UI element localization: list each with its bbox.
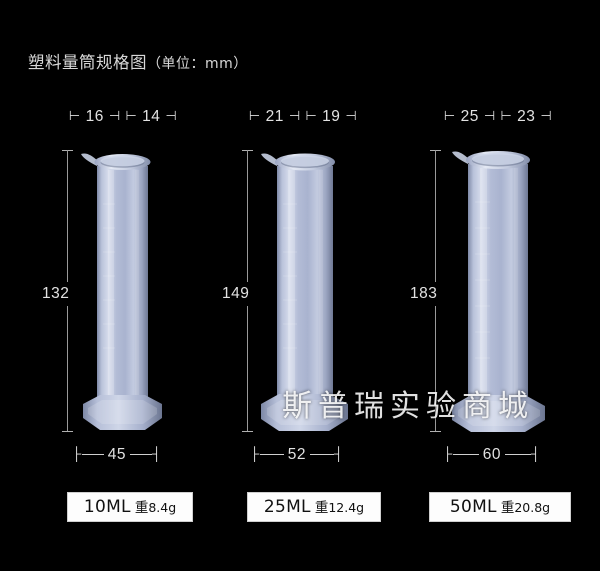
base-width-value-25ml: 52 — [287, 446, 306, 463]
product-group-50ml: ⊢ 25 ⊣ ⊢ 23 ⊣ 183 — [368, 0, 588, 571]
height-cap-bottom-10ml — [62, 431, 73, 432]
inner-diameter-dimension-25ml: ⊢ 19 ⊣ — [305, 108, 358, 126]
dim-rule-left — [452, 454, 479, 456]
cylinder-illustration-10ml — [81, 153, 162, 430]
top-dimensions-50ml: ⊢ 25 ⊣ ⊢ 23 ⊣ — [418, 108, 578, 126]
top-dimensions-25ml: ⊢ 21 ⊣ ⊢ 19 ⊣ — [223, 108, 383, 126]
dim-cap-left-icon: ⊢ — [125, 108, 138, 123]
height-value-50ml: 183 — [406, 282, 442, 306]
outer-diameter-dimension-25ml: ⊢ 21 ⊣ — [248, 108, 301, 126]
dim-cap-right-icon: ⊣ — [108, 108, 121, 123]
dim-cap-right-icon: ┤ — [151, 446, 162, 461]
outer-diameter-value-10ml: 16 — [85, 108, 104, 125]
cylinder-illustration-50ml — [452, 151, 545, 432]
volume-label-25ml: 25ML — [263, 497, 311, 517]
inner-diameter-dimension-10ml: ⊢ 14 ⊣ — [125, 108, 178, 126]
height-cap-bottom-50ml — [430, 431, 441, 432]
dim-rule-left — [259, 454, 284, 456]
weight-prefix-25ml: 重 — [314, 500, 329, 516]
dim-cap-right-icon: ⊣ — [483, 108, 496, 123]
page-title-unit: （单位：mm） — [147, 56, 248, 72]
height-cap-bottom-25ml — [242, 431, 253, 432]
dim-cap-right-icon: ⊣ — [540, 108, 553, 123]
caption-box-25ml: 25ML 重12.4g — [247, 492, 381, 522]
dim-cap-left-icon: ⊢ — [248, 108, 261, 123]
cylinder-illustration-25ml — [261, 153, 348, 431]
weight-prefix-50ml: 重 — [500, 500, 515, 516]
dim-rule-left — [81, 454, 104, 456]
caption-box-50ml: 50ML 重20.8g — [429, 492, 571, 522]
inner-diameter-value-25ml: 19 — [322, 108, 341, 125]
dim-cap-left-icon: ├ — [250, 446, 260, 461]
weight-prefix-10ml: 重 — [134, 500, 149, 516]
base-width-dimension-25ml: ├ 52 ┤ — [250, 446, 344, 464]
dim-cap-left-icon: ⊢ — [443, 108, 456, 123]
dim-rule-right — [504, 454, 531, 456]
weight-value-50ml: 20.8g — [514, 500, 551, 515]
dim-cap-right-icon: ⊣ — [165, 108, 178, 123]
dim-cap-right-icon: ⊣ — [288, 108, 301, 123]
base-width-value-10ml: 45 — [107, 446, 126, 463]
top-dimensions-10ml: ⊢ 16 ⊣ ⊢ 14 ⊣ — [43, 108, 203, 126]
dim-cap-right-icon: ┤ — [530, 446, 541, 461]
caption-box-10ml: 10ML 重8.4g — [67, 492, 193, 522]
dim-cap-right-icon: ⊣ — [345, 108, 358, 123]
inner-diameter-value-10ml: 14 — [142, 108, 161, 125]
dim-cap-left-icon: ⊢ — [68, 108, 81, 123]
volume-label-10ml: 10ML — [83, 497, 131, 517]
inner-diameter-value-50ml: 23 — [517, 108, 536, 125]
outer-diameter-value-50ml: 25 — [460, 108, 479, 125]
page-title-main: 塑料量筒规格图 — [28, 53, 147, 72]
base-width-dimension-50ml: ├ 60 ┤ — [443, 446, 541, 464]
outer-diameter-dimension-50ml: ⊢ 25 ⊣ — [443, 108, 496, 126]
height-value-25ml: 149 — [218, 282, 254, 306]
dim-cap-left-icon: ⊢ — [305, 108, 318, 123]
dim-cap-left-icon: ├ — [443, 446, 453, 461]
volume-label-50ml: 50ML — [449, 497, 497, 517]
outer-diameter-dimension-10ml: ⊢ 16 ⊣ — [68, 108, 121, 126]
base-width-dimension-10ml: ├ 45 ┤ — [72, 446, 162, 464]
dim-cap-right-icon: ┤ — [333, 446, 344, 461]
weight-value-25ml: 12.4g — [328, 500, 365, 515]
product-group-25ml: ⊢ 21 ⊣ ⊢ 19 ⊣ 149 — [180, 0, 383, 571]
base-width-value-50ml: 60 — [482, 446, 501, 463]
dim-cap-left-icon: ├ — [72, 446, 82, 461]
outer-diameter-value-25ml: 21 — [265, 108, 284, 125]
dim-rule-right — [129, 454, 152, 456]
height-value-10ml: 132 — [38, 282, 74, 306]
weight-value-10ml: 8.4g — [148, 500, 177, 515]
page-title: 塑料量筒规格图（单位：mm） — [28, 49, 248, 73]
dim-cap-left-icon: ⊢ — [500, 108, 513, 123]
dim-rule-right — [309, 454, 334, 456]
product-group-10ml: ⊢ 16 ⊣ ⊢ 14 ⊣ 132 — [0, 0, 200, 571]
inner-diameter-dimension-50ml: ⊢ 23 ⊣ — [500, 108, 553, 126]
